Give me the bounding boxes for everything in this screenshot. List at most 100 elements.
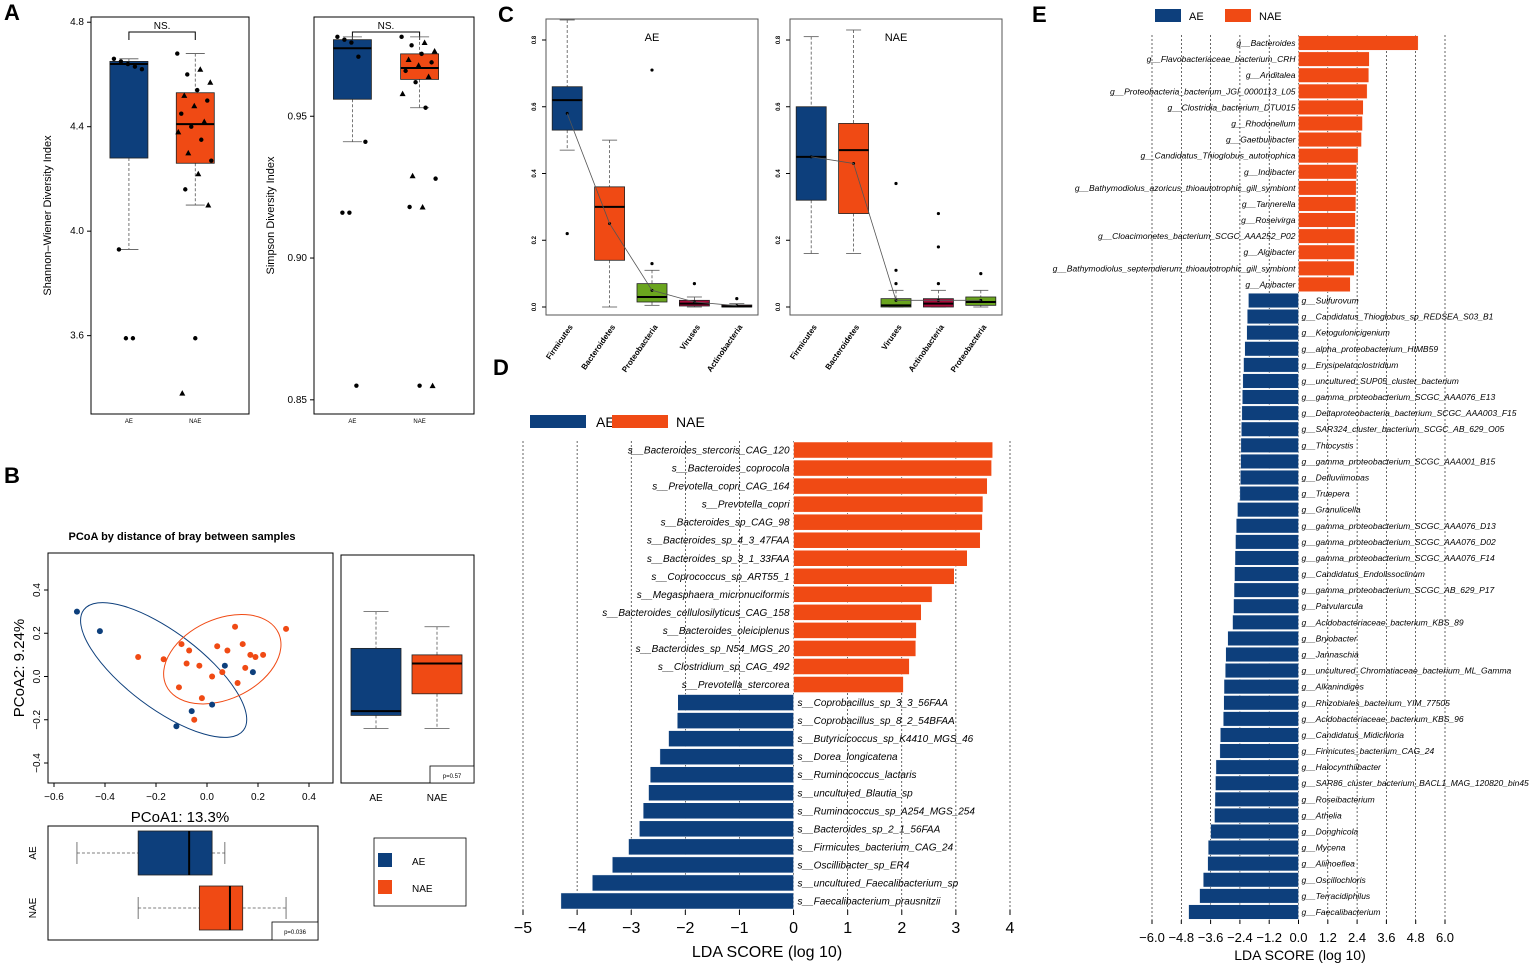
d-bar-label: s__Faecalibacterium_prausnitzii <box>798 896 942 907</box>
pcoa1-box-ae-box <box>137 830 213 876</box>
simpson-ytick-label: 0.95 <box>288 111 308 122</box>
c-nae-outlier <box>894 181 898 186</box>
simpson-point-nae <box>429 382 436 389</box>
c-nae-outlier <box>894 282 898 286</box>
simpson-point-ae <box>342 37 347 42</box>
d-bar-label: s__Oscillibacter_sp_ER4 <box>798 860 910 871</box>
e-bar-label: g__Firmicutes_bacterium_CAG_24 <box>1302 746 1435 756</box>
e-bar-label: g__Algibacter <box>1244 247 1297 257</box>
d-bar <box>628 838 794 856</box>
d-xtick-label: 3 <box>951 920 960 937</box>
shannon-xtick-label: AE <box>125 419 133 425</box>
shannon-point-ae <box>118 59 124 64</box>
d-legend-swatch-nae <box>612 415 668 428</box>
e-bar <box>1199 888 1299 904</box>
c-nae-ytick-label: 0.6 <box>776 102 782 111</box>
e-xtick-label: −2.4 <box>1227 930 1253 945</box>
e-bar <box>1298 180 1357 196</box>
panel-a: 3.6 4.0 4.4 4.8 Shannon–Wiener Diversity Ind… <box>42 16 475 425</box>
c-nae-box-viruses-box <box>880 298 912 308</box>
shannon-point-nae <box>199 137 204 142</box>
simpson-box-ae-box <box>332 39 372 100</box>
e-bar <box>1236 518 1299 534</box>
pcoa-xtick-label: 0.2 <box>251 792 265 803</box>
shannon-frame <box>90 16 250 415</box>
simpson-frame <box>313 16 475 415</box>
e-bar-label: g__Rhodonellum <box>1231 119 1295 129</box>
simpson-point-nae <box>431 48 438 54</box>
pcoa-point-nae <box>242 664 249 671</box>
d-bar-label: s__uncultured_Blautia_sp <box>798 788 914 799</box>
pcoa-point-nae <box>214 643 221 650</box>
shannon-ytick-label: 4.8 <box>70 17 84 28</box>
d-xtick-label: 2 <box>897 920 906 937</box>
shannon-point-ae <box>125 61 131 67</box>
c-ae-xtick-label: Proteobacteria <box>620 323 660 375</box>
e-legend-swatch-ae <box>1155 9 1181 22</box>
e-bar <box>1234 566 1299 582</box>
e-bar <box>1214 807 1299 823</box>
e-bar-label: g__Deltaproteobacteria_bacterium_SCGC_AA… <box>1302 408 1517 418</box>
c-ae-xtick-label: Viruses <box>678 323 702 352</box>
pcoa-point-nae <box>160 656 167 663</box>
c-ae-ytick-label: 0.6 <box>532 102 538 111</box>
pcoa-legend-swatch-nae <box>378 880 392 894</box>
ae-ellipse <box>80 602 248 738</box>
d-bar-label: s__Ruminococcus_lactaris <box>798 770 917 781</box>
e-bar <box>1233 598 1299 614</box>
e-bar <box>1232 614 1299 630</box>
e-bar <box>1298 99 1364 115</box>
e-xtick-label: 4.8 <box>1407 930 1425 945</box>
c-ae-outlier <box>650 68 654 72</box>
simpson-ytick-label: 0.90 <box>288 253 308 264</box>
e-bar-label: g__Erysipelatoclostridium <box>1302 360 1399 370</box>
pcoa2-box-nae-box <box>411 654 463 695</box>
d-bar-label: s__Bacteroides_sp_CAG_98 <box>661 518 790 529</box>
d-xtick-label: 0 <box>789 920 798 937</box>
panel-letter-a: A <box>4 0 20 25</box>
e-bar-label: g__Halocynthiibacter <box>1302 762 1383 772</box>
d-bar <box>668 730 794 747</box>
e-bar <box>1298 148 1359 164</box>
e-xtick-label: −6.0 <box>1139 930 1165 945</box>
c-nae-xtick-label: Bacteroidetes <box>824 323 862 372</box>
e-bar-label: g__Mycena <box>1302 843 1346 853</box>
e-bar <box>1235 534 1299 550</box>
e-bar <box>1219 743 1299 759</box>
d-bar-label: s__Bacteroides_stercoris_CAG_120 <box>628 446 790 457</box>
shannon-xtick-label: NAE <box>189 419 201 425</box>
pcoa-legend-label-nae: NAE <box>412 884 433 895</box>
e-bar-label: g__Acidobacteriaceae_bacterium_KBS_89 <box>1302 617 1464 627</box>
pcoa-point-nae <box>283 625 290 632</box>
e-bar <box>1298 164 1357 180</box>
pcoa-xtick-label: −0.2 <box>146 792 166 803</box>
c-nae-xtick-label: Actinobacteria <box>907 323 947 374</box>
c-nae-xtick-label: Viruses <box>880 323 904 352</box>
c-nae-ytick-label: 0.4 <box>776 169 782 178</box>
d-bar <box>793 604 922 621</box>
e-bar-label: g__Bathymodiolus_azoricus_thioautotrophi… <box>1075 183 1296 193</box>
e-bar-label: g__Sulfurovum <box>1302 296 1359 306</box>
shannon-sig-label: NS. <box>154 21 171 32</box>
c-ae-ytick-label: 0.4 <box>532 169 538 178</box>
panel-letter-d: D <box>493 355 509 380</box>
e-bar <box>1239 486 1299 502</box>
pcoa-point-ae <box>96 628 103 635</box>
d-bar <box>793 459 992 477</box>
e-bar-label: g__Terracidiphilus <box>1302 891 1371 901</box>
e-bar-label: g__Acidobacteriaceae_bacterium_KBS_96 <box>1302 714 1464 724</box>
pcoa-ytick-label: −0.4 <box>32 753 43 773</box>
e-bar-label: g__Ketogulonicigenium <box>1302 328 1390 338</box>
e-bar <box>1242 389 1299 405</box>
e-bar <box>1298 276 1351 292</box>
e-bar <box>1203 872 1299 888</box>
e-bar-label: g__Jannaschia <box>1302 650 1359 660</box>
d-bar-label: s__Coprococcus_sp_ART55_1 <box>651 572 789 583</box>
d-bar-label: s__Prevotella_stercorea <box>682 680 790 691</box>
e-bar <box>1207 856 1299 872</box>
c-nae-ytick-label: 0.0 <box>776 302 782 311</box>
c-ae-ytick-label: 0.8 <box>532 35 538 44</box>
pcoa1-pvalue: p=0.036 <box>284 930 307 936</box>
shannon-box-ae-box <box>109 61 149 159</box>
